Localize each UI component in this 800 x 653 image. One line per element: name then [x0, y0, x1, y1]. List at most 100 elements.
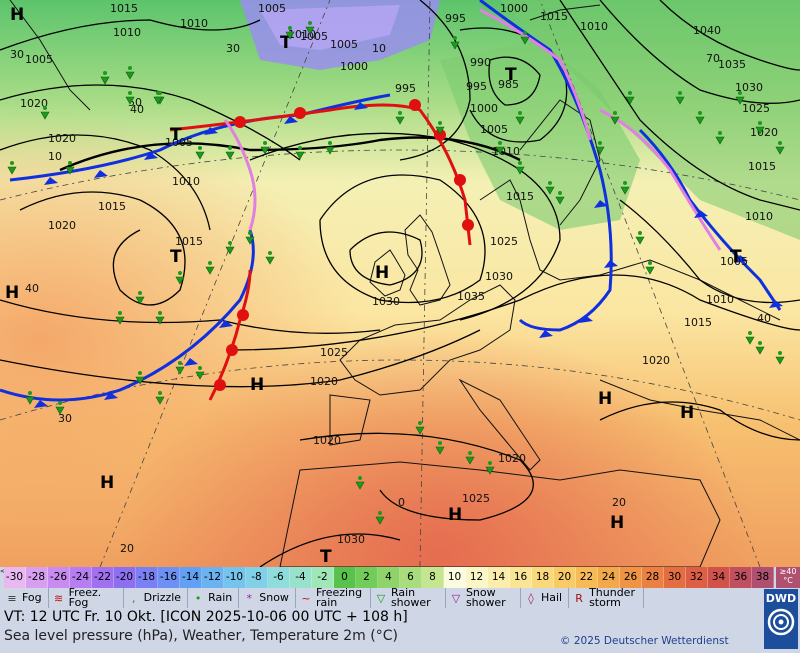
- weather-symbol-icon: [375, 511, 385, 525]
- weather-symbol-icon: [325, 141, 335, 155]
- isobar-label: 1010: [706, 293, 734, 306]
- weather-symbol-icon: [735, 91, 745, 105]
- isobar-label: 1020: [313, 434, 341, 447]
- scale-cell: 30: [664, 567, 686, 588]
- scale-cell: 0: [334, 567, 356, 588]
- weather-legend-item: ≡ Fog: [4, 588, 49, 608]
- weather-symbol-icon: [395, 111, 405, 125]
- weather-legend-label: Snow shower: [465, 586, 506, 609]
- isotherm-label: 30: [226, 42, 240, 55]
- weather-legend-label: Freez. Fog: [68, 586, 102, 609]
- isobar-label: 1000: [340, 60, 368, 73]
- weather-legend-item: R Thunder storm: [571, 587, 645, 608]
- isobar-label: 995: [445, 12, 466, 25]
- scale-cell: -4: [290, 567, 312, 588]
- scale-cell: -30: [4, 567, 26, 588]
- weather-legend-item: ≋ Freez. Fog: [51, 586, 124, 609]
- weather-symbol-icon: [355, 476, 365, 490]
- weather-symbol-icon: [295, 146, 305, 160]
- weather-legend-item: ▽ Rain shower: [373, 586, 446, 609]
- isotherm-label: 20: [612, 496, 626, 509]
- weather-symbol-icon: [225, 241, 235, 255]
- isobar-label: 1005: [25, 53, 53, 66]
- weather-symbol-icon: [155, 391, 165, 405]
- isobar-label: 1010: [580, 20, 608, 33]
- high-pressure-center: H: [100, 473, 114, 493]
- weather-symbol-icon: [485, 461, 495, 475]
- freezing-fog-icon: ≋: [54, 591, 64, 605]
- isotherm-label: 10: [48, 150, 62, 163]
- scale-cell: -18: [136, 567, 158, 588]
- isobar-label: 1015: [684, 316, 712, 329]
- weather-legend-label: Fog: [22, 591, 42, 604]
- scale-cell: 26: [620, 567, 642, 588]
- weather-symbol-icon: [635, 231, 645, 245]
- weather-symbol-icon: [135, 291, 145, 305]
- copyright: © 2025 Deutscher Wetterdienst: [560, 635, 729, 647]
- weather-symbol-icon: [435, 441, 445, 455]
- weather-symbol-icon: [715, 131, 725, 145]
- dwd-spiral-icon: [767, 608, 795, 636]
- weather-symbol-icon: [305, 21, 315, 35]
- weather-legend-label: Drizzle: [143, 591, 182, 604]
- isobar-label: 1025: [742, 102, 770, 115]
- weather-legend: ≡ Fog ≋ Freez. Fog, Drizzle • Rain * Snow ~ Freezi…: [4, 586, 646, 609]
- scale-cell: 16: [510, 567, 532, 588]
- coastlines: [9, 0, 800, 567]
- isotherm-label: 40: [130, 103, 144, 116]
- scale-cell: -16: [158, 567, 180, 588]
- low-pressure-center: T: [280, 33, 292, 53]
- weather-symbol-icon: [555, 191, 565, 205]
- weather-symbol-icon: [435, 121, 445, 135]
- map-description: Sea level pressure (hPa), Weather, Tempe…: [4, 628, 398, 644]
- weather-symbol-icon: [625, 91, 635, 105]
- isotherm-label: 40: [25, 282, 39, 295]
- high-pressure-center: H: [250, 375, 264, 395]
- weather-symbol-icon: [115, 311, 125, 325]
- weather-symbol-icon: [675, 91, 685, 105]
- weather-symbol-icon: [610, 111, 620, 125]
- scale-cell: -24: [70, 567, 92, 588]
- high-pressure-center: H: [598, 389, 612, 409]
- weather-symbol-icon: [755, 121, 765, 135]
- weather-symbol-icon: [195, 146, 205, 160]
- isobar-label: 1010: [180, 17, 208, 30]
- isobar-label: 1030: [735, 81, 763, 94]
- isobar-label: 1010: [172, 175, 200, 188]
- legend-panel: <-30 -30-28-26-24-22-20-18-16-14-12-10-8…: [0, 567, 800, 653]
- scale-cell: 28: [642, 567, 664, 588]
- weather-symbol-icon: [515, 161, 525, 175]
- scale-cell: 18: [532, 567, 554, 588]
- low-pressure-center: T: [505, 65, 517, 85]
- isobar-label: 1000: [500, 2, 528, 15]
- isobar-label: 1025: [490, 235, 518, 248]
- scale-cell: -12: [202, 567, 224, 588]
- isotherm-label: 0: [398, 496, 405, 509]
- scale-cell: 10: [444, 567, 466, 588]
- weather-symbol-icon: [135, 371, 145, 385]
- weather-symbol-icon: [695, 111, 705, 125]
- high-pressure-center: H: [5, 283, 19, 303]
- weather-legend-item: • Rain: [190, 588, 240, 608]
- scale-cell: -8: [246, 567, 268, 588]
- weather-symbol-icon: [265, 251, 275, 265]
- isobar-label: 1010: [745, 210, 773, 223]
- scale-cell: 4: [378, 567, 400, 588]
- isotherm-label: 70: [706, 52, 720, 65]
- weather-symbol-icon: [65, 161, 75, 175]
- high-pressure-center: H: [375, 263, 389, 283]
- weather-symbol-icon: [125, 91, 135, 105]
- isobar-label: 1030: [337, 533, 365, 546]
- weather-legend-label: Rain: [208, 591, 233, 604]
- weather-legend-label: Rain shower: [390, 586, 431, 609]
- weather-symbol-icon: [520, 31, 530, 45]
- isobar-label: 985: [498, 78, 519, 91]
- isobar-label: 1015: [540, 10, 568, 23]
- isotherm-label: 20: [120, 542, 134, 555]
- isobar-label: 1040: [693, 24, 721, 37]
- isobar-label: 1035: [457, 290, 485, 303]
- scale-cell: 6: [400, 567, 422, 588]
- weather-legend-item: ◊ Hail: [523, 588, 570, 608]
- isotherm-label: 30: [10, 48, 24, 61]
- isobar-label: 1015: [110, 2, 138, 15]
